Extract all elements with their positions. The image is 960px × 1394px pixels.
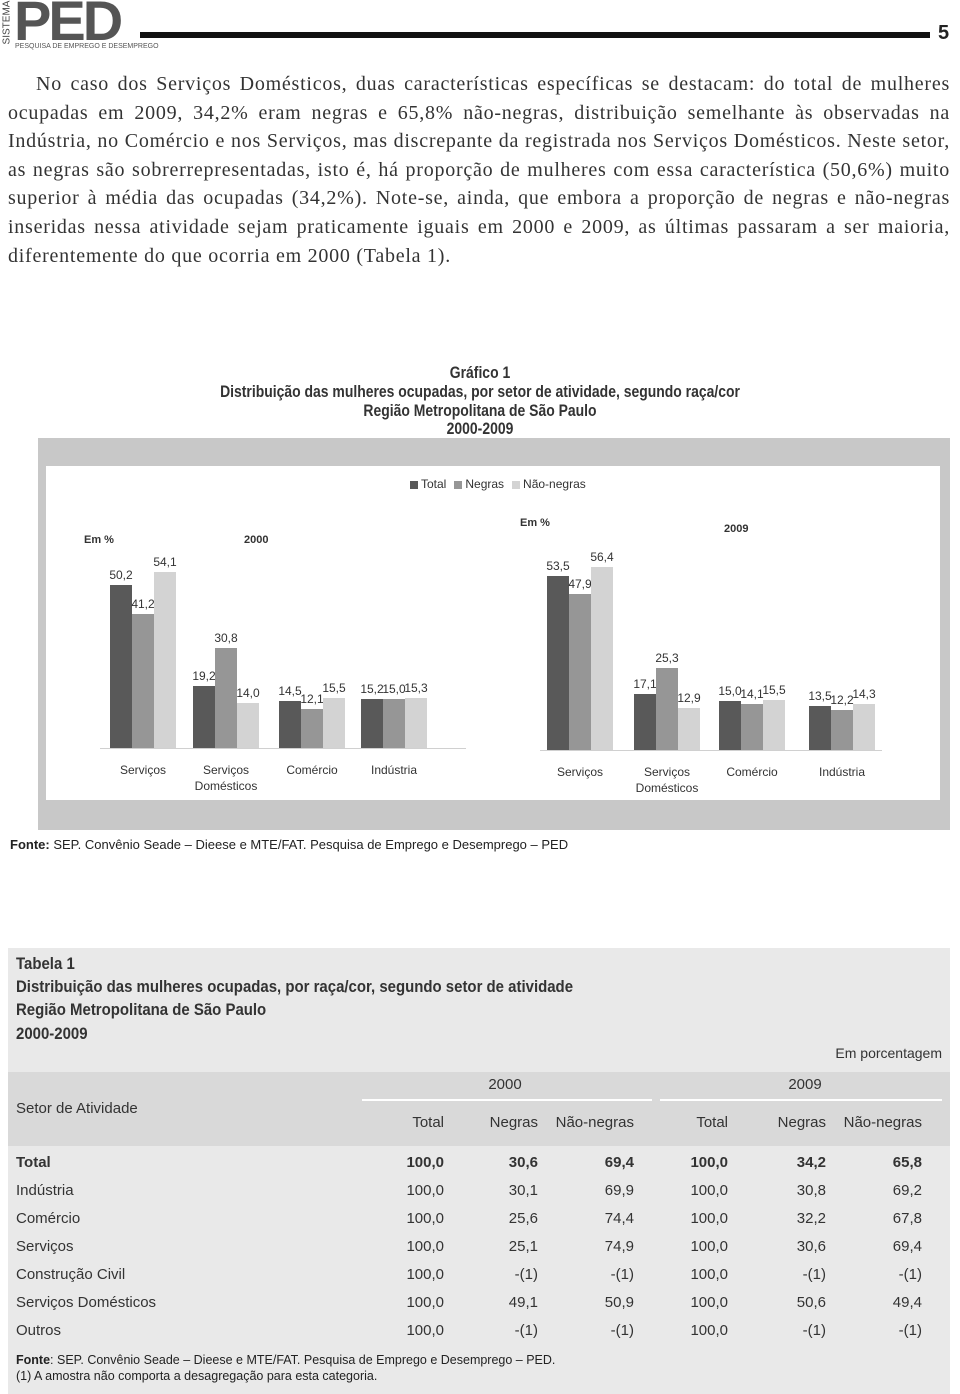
bar	[154, 572, 176, 748]
bar	[405, 698, 427, 748]
panel-title: 2009	[724, 523, 749, 535]
legend-label: Total	[421, 477, 447, 491]
table-unit: Em porcentagem	[835, 1045, 942, 1061]
value-label: 54,1	[153, 555, 177, 570]
table-label: Tabela 1	[16, 954, 75, 973]
header-rule	[140, 32, 930, 38]
bar	[719, 701, 741, 750]
bar	[656, 667, 678, 750]
value-label: 50,2	[109, 567, 133, 582]
bar	[279, 700, 301, 748]
logo: PED	[14, 0, 123, 52]
table-note: (1) A amostra não comporta a desagregaçã…	[16, 1369, 378, 1383]
x-tick-label: Comércio	[286, 763, 338, 777]
axis-line	[540, 750, 882, 751]
value-label: 30,8	[214, 630, 238, 645]
legend-label: Negras	[465, 477, 505, 491]
x-tick-label: Comércio	[726, 765, 778, 779]
x-tick-label: Serviços	[556, 765, 603, 779]
bar	[215, 647, 237, 748]
bar	[634, 694, 656, 750]
axis-line	[100, 748, 466, 749]
figure-region: Região Metropolitana de São Paulo	[363, 401, 597, 420]
legend-swatch	[512, 481, 521, 489]
value-label: 56,4	[590, 549, 614, 564]
row-header: Setor de Atividade	[16, 1100, 138, 1117]
page-number: 5	[938, 22, 950, 44]
value-label: 12,2	[830, 693, 854, 708]
bar	[323, 697, 345, 748]
value-label: 14,0	[236, 685, 260, 700]
figure-period: 2000-2009	[446, 419, 514, 438]
bar	[383, 699, 405, 748]
year-rule	[362, 1099, 652, 1101]
table-panel	[8, 948, 950, 1394]
bar	[591, 566, 613, 750]
panel-title: 2000	[244, 534, 269, 546]
value-label: 25,3	[655, 650, 679, 665]
value-label: 15,0	[718, 684, 742, 699]
table-region: Região Metropolitana de São Paulo	[16, 1000, 267, 1019]
bar	[110, 584, 132, 748]
figure-label: Gráfico 1	[449, 363, 511, 382]
bar	[361, 698, 383, 748]
value-label: 19,2	[192, 668, 216, 683]
x-tick-label: Indústria	[370, 763, 418, 777]
bar	[237, 702, 259, 748]
value-label: 12,9	[677, 691, 701, 706]
bar	[741, 704, 763, 750]
logo-subtitle: PESQUISA DE EMPREGO E DESEMPREGO	[15, 43, 159, 50]
bar	[831, 710, 853, 750]
bar	[678, 708, 700, 750]
value-label: 14,3	[852, 686, 876, 701]
x-tick-label: Serviços Domésticos	[194, 763, 258, 793]
table-source-label: Fonte	[16, 1353, 51, 1367]
value-label: 14,1	[740, 687, 764, 702]
table-header-band	[8, 1072, 950, 1146]
table-source: Fonte: SEP. Convênio Seade – Dieese e MT…	[16, 1353, 555, 1367]
unit-label: Em %	[84, 534, 114, 546]
x-tick-label: Serviços Domésticos	[635, 765, 699, 795]
value-label: 15,2	[360, 681, 384, 696]
value-label: 15,5	[322, 680, 346, 695]
value-label: 15,0	[382, 682, 406, 697]
chart-area: Total Negras Não-negras Em % 2000 Serviços 50,…	[46, 466, 940, 800]
source-text: SEP. Convênio Seade – Dieese e MTE/FAT. …	[53, 837, 569, 852]
bar	[809, 706, 831, 750]
figure-source: Fonte: SEP. Convênio Seade – Dieese e MT…	[10, 837, 568, 852]
legend-swatch	[454, 481, 463, 489]
table-period: 2000-2009	[16, 1024, 88, 1043]
value-label: 47,9	[568, 577, 592, 592]
table-source-text: : SEP. Convênio Seade – Dieese e MTE/FAT…	[50, 1353, 556, 1367]
x-tick-label: Indústria	[818, 765, 866, 779]
logo-side: SISTEMA	[1, 0, 13, 45]
bar	[301, 708, 323, 748]
value-label: 14,5	[278, 683, 302, 698]
bar	[547, 576, 569, 750]
legend-swatch	[410, 481, 418, 489]
bar	[763, 699, 785, 750]
table-title: Distribuição das mulheres ocupadas, por …	[16, 977, 574, 996]
value-label: 41,2	[131, 597, 155, 612]
year-rule	[660, 1099, 942, 1101]
bar	[853, 703, 875, 750]
bar	[132, 614, 154, 748]
bar	[569, 594, 591, 750]
value-label: 17,1	[633, 677, 657, 692]
logo-side-wrap: SISTEMA	[0, 0, 14, 48]
value-label: 15,5	[762, 682, 786, 697]
value-label: 13,5	[808, 689, 832, 704]
value-label: 15,3	[404, 681, 428, 696]
paragraph: No caso dos Serviços Domésticos, duas ca…	[8, 73, 950, 267]
x-tick-label: Serviços	[119, 763, 166, 777]
legend-label: Não-negras	[523, 477, 586, 491]
source-label: Fonte:	[10, 837, 50, 852]
figure-title: Distribuição das mulheres ocupadas, por …	[220, 382, 740, 401]
value-label: 53,5	[546, 559, 570, 574]
bar	[193, 685, 215, 748]
unit-label: Em %	[520, 517, 550, 529]
value-label: 12,1	[300, 691, 324, 706]
